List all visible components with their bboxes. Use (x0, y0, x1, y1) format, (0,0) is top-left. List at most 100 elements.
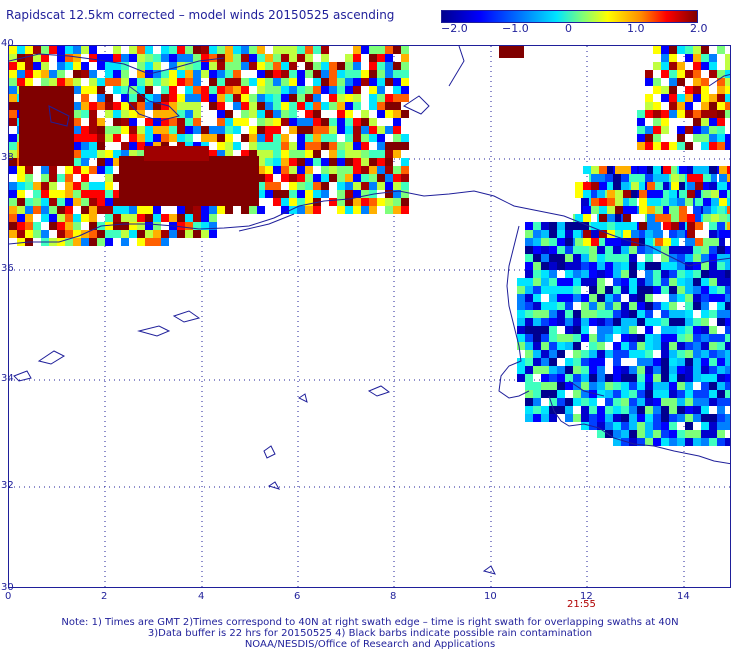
wind-cell (653, 422, 661, 430)
wind-cell (671, 182, 679, 190)
wind-cell (583, 206, 591, 214)
wind-cell (225, 150, 233, 158)
wind-cell (177, 54, 185, 62)
wind-cell (201, 222, 209, 230)
wind-cell (89, 214, 97, 222)
wind-cell (361, 198, 369, 206)
wind-cell (717, 398, 725, 406)
wind-cell (701, 302, 709, 310)
wind-cell (637, 382, 645, 390)
wind-cell (209, 62, 217, 70)
wind-cell (637, 262, 645, 270)
wind-cell (289, 150, 297, 158)
wind-cell (725, 110, 730, 118)
wind-cell (725, 94, 730, 102)
wind-cell (65, 238, 73, 246)
wind-cell (677, 318, 685, 326)
wind-cell (193, 78, 201, 86)
wind-cell (33, 198, 41, 206)
wind-cell (709, 414, 717, 422)
wind-cell (401, 158, 409, 166)
wind-cell (97, 134, 105, 142)
wind-cell (377, 86, 385, 94)
wind-cell (369, 46, 377, 54)
wind-cell (257, 158, 265, 166)
wind-cell (185, 126, 193, 134)
wind-cell (393, 70, 401, 78)
wind-cell (655, 190, 663, 198)
wind-cell (49, 46, 57, 54)
wind-cell (377, 126, 385, 134)
wind-cell (693, 342, 701, 350)
wind-cell (361, 118, 369, 126)
wind-cell (709, 166, 717, 174)
wind-cell (589, 278, 597, 286)
wind-cell (623, 230, 631, 238)
wind-cell (581, 246, 589, 254)
wind-cell (677, 174, 685, 182)
wind-cell (385, 166, 393, 174)
wind-cell (541, 254, 549, 262)
wind-cell (621, 262, 629, 270)
wind-cell (661, 62, 669, 70)
wind-cell (353, 102, 361, 110)
wind-cell (97, 78, 105, 86)
wind-cell (629, 198, 637, 206)
wind-cell (621, 246, 629, 254)
wind-cell (361, 46, 369, 54)
wind-cell (329, 198, 337, 206)
wind-cell (369, 206, 377, 214)
wind-cell (637, 182, 645, 190)
wind-cell (81, 150, 89, 158)
wind-cell (81, 190, 89, 198)
wind-cell (589, 390, 597, 398)
wind-cell (305, 182, 313, 190)
wind-cell (137, 70, 145, 78)
wind-cell (717, 342, 725, 350)
wind-cell (201, 206, 209, 214)
wind-cell (89, 46, 97, 54)
wind-cell (105, 166, 113, 174)
wind-cell (73, 166, 81, 174)
wind-cell (353, 174, 361, 182)
wind-cell (597, 350, 605, 358)
wind-cell (573, 278, 581, 286)
wind-cell (653, 358, 661, 366)
wind-cell (25, 46, 33, 54)
wind-cell (661, 198, 669, 206)
wind-cell (541, 406, 549, 414)
wind-cell (209, 102, 217, 110)
wind-cell (645, 438, 653, 446)
wind-cell (65, 78, 73, 86)
wind-cell (637, 318, 645, 326)
wind-cell (653, 166, 661, 174)
wind-cell (653, 126, 661, 134)
wind-cell (305, 46, 313, 54)
wind-cell (525, 366, 533, 374)
wind-cell-cluster (19, 86, 74, 166)
wind-cell (685, 430, 693, 438)
wind-cell (621, 406, 629, 414)
wind-cell (583, 230, 591, 238)
wind-cell (703, 214, 711, 222)
wind-cell (81, 102, 89, 110)
wind-cell (629, 246, 637, 254)
wind-cell (73, 222, 81, 230)
wind-cell (605, 350, 613, 358)
wind-cell (613, 270, 621, 278)
wind-cell (725, 62, 730, 70)
wind-cell (717, 310, 725, 318)
wind-cell (89, 206, 97, 214)
wind-cell (97, 198, 105, 206)
wind-cell (565, 406, 573, 414)
map-title: Rapidscat 12.5km corrected – model winds… (6, 8, 395, 22)
wind-cell (353, 94, 361, 102)
wind-cell (201, 94, 209, 102)
wind-cell (385, 110, 393, 118)
wind-cell (289, 190, 297, 198)
wind-cell (377, 102, 385, 110)
wind-cell (105, 206, 113, 214)
wind-cell (337, 166, 345, 174)
wind-cell (661, 342, 669, 350)
wind-cell (369, 70, 377, 78)
